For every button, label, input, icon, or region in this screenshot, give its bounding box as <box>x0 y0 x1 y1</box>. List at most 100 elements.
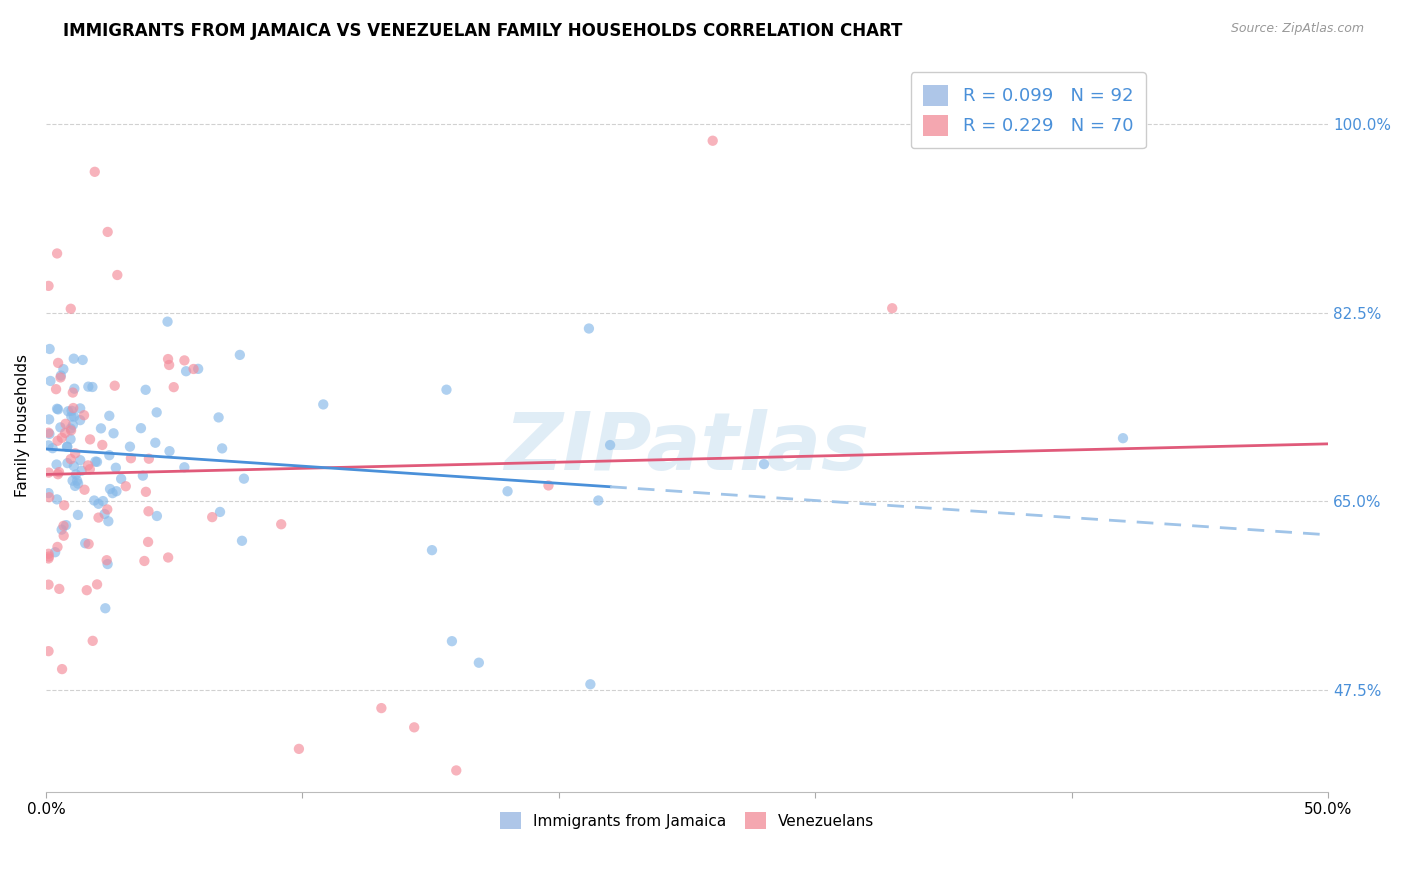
Point <box>55 417 77 431</box>
Point <box>1112 431 1135 445</box>
Point <box>38 412 60 426</box>
Point <box>87 497 110 511</box>
Point <box>59 422 82 436</box>
Point <box>59 452 82 467</box>
Point <box>48 582 70 596</box>
Point <box>496 484 519 499</box>
Point <box>59 432 82 446</box>
Point <box>163 380 186 394</box>
Point <box>66 474 89 488</box>
Point <box>94 601 117 615</box>
Text: ZIPatlas: ZIPatlas <box>505 409 869 487</box>
Point <box>104 460 127 475</box>
Point <box>129 421 152 435</box>
Point <box>132 468 155 483</box>
Point <box>62 417 84 432</box>
Point <box>468 656 491 670</box>
Point <box>53 498 76 512</box>
Point <box>174 364 197 378</box>
Point <box>52 519 75 533</box>
Point <box>173 460 195 475</box>
Point <box>93 507 115 521</box>
Point <box>51 431 73 445</box>
Point <box>52 362 75 376</box>
Point <box>69 413 91 427</box>
Point <box>77 458 100 473</box>
Point <box>38 551 60 566</box>
Point <box>446 764 468 778</box>
Point <box>86 455 108 469</box>
Point <box>312 397 335 411</box>
Point <box>67 476 90 491</box>
Point <box>48 465 70 479</box>
Point <box>201 510 224 524</box>
Point <box>579 677 602 691</box>
Point <box>83 165 105 179</box>
Point <box>49 370 72 384</box>
Point <box>157 358 180 372</box>
Point <box>84 454 107 468</box>
Point <box>82 380 104 394</box>
Point <box>138 451 160 466</box>
Point <box>138 504 160 518</box>
Point <box>183 362 205 376</box>
Point <box>146 508 169 523</box>
Point <box>404 720 426 734</box>
Point <box>110 472 132 486</box>
Point <box>187 362 209 376</box>
Point <box>96 553 118 567</box>
Point <box>69 453 91 467</box>
Point <box>97 557 120 571</box>
Point <box>77 537 100 551</box>
Point <box>46 402 69 417</box>
Point <box>62 401 84 415</box>
Point <box>882 301 904 316</box>
Y-axis label: Family Households: Family Households <box>15 354 30 497</box>
Point <box>105 268 128 282</box>
Point <box>65 467 87 482</box>
Point <box>207 410 229 425</box>
Point <box>270 517 292 532</box>
Point <box>135 383 157 397</box>
Point <box>52 529 75 543</box>
Point <box>45 382 67 396</box>
Point <box>56 456 79 470</box>
Point <box>38 342 60 356</box>
Point <box>120 451 142 466</box>
Point <box>44 545 66 559</box>
Point <box>60 409 83 424</box>
Point <box>53 425 76 440</box>
Point <box>60 423 83 437</box>
Point <box>702 134 724 148</box>
Point <box>49 420 72 434</box>
Point <box>38 549 60 564</box>
Point <box>599 438 621 452</box>
Point <box>537 478 560 492</box>
Point <box>97 225 120 239</box>
Point <box>73 408 96 422</box>
Point <box>63 409 86 424</box>
Point <box>46 401 69 416</box>
Point <box>91 438 114 452</box>
Point <box>156 315 179 329</box>
Point <box>38 426 60 441</box>
Point <box>159 444 181 458</box>
Point <box>69 401 91 416</box>
Point <box>56 404 79 418</box>
Point <box>104 378 127 392</box>
Point <box>46 467 69 482</box>
Point <box>38 486 60 500</box>
Point <box>136 535 159 549</box>
Point <box>114 479 136 493</box>
Text: IMMIGRANTS FROM JAMAICA VS VENEZUELAN FAMILY HOUSEHOLDS CORRELATION CHART: IMMIGRANTS FROM JAMAICA VS VENEZUELAN FA… <box>63 22 903 40</box>
Point <box>38 278 60 293</box>
Point <box>46 540 69 554</box>
Point <box>62 474 84 488</box>
Point <box>59 301 82 316</box>
Point <box>96 502 118 516</box>
Point <box>62 351 84 366</box>
Point <box>41 441 63 455</box>
Point <box>118 440 141 454</box>
Point <box>76 583 98 598</box>
Text: Source: ZipAtlas.com: Source: ZipAtlas.com <box>1230 22 1364 36</box>
